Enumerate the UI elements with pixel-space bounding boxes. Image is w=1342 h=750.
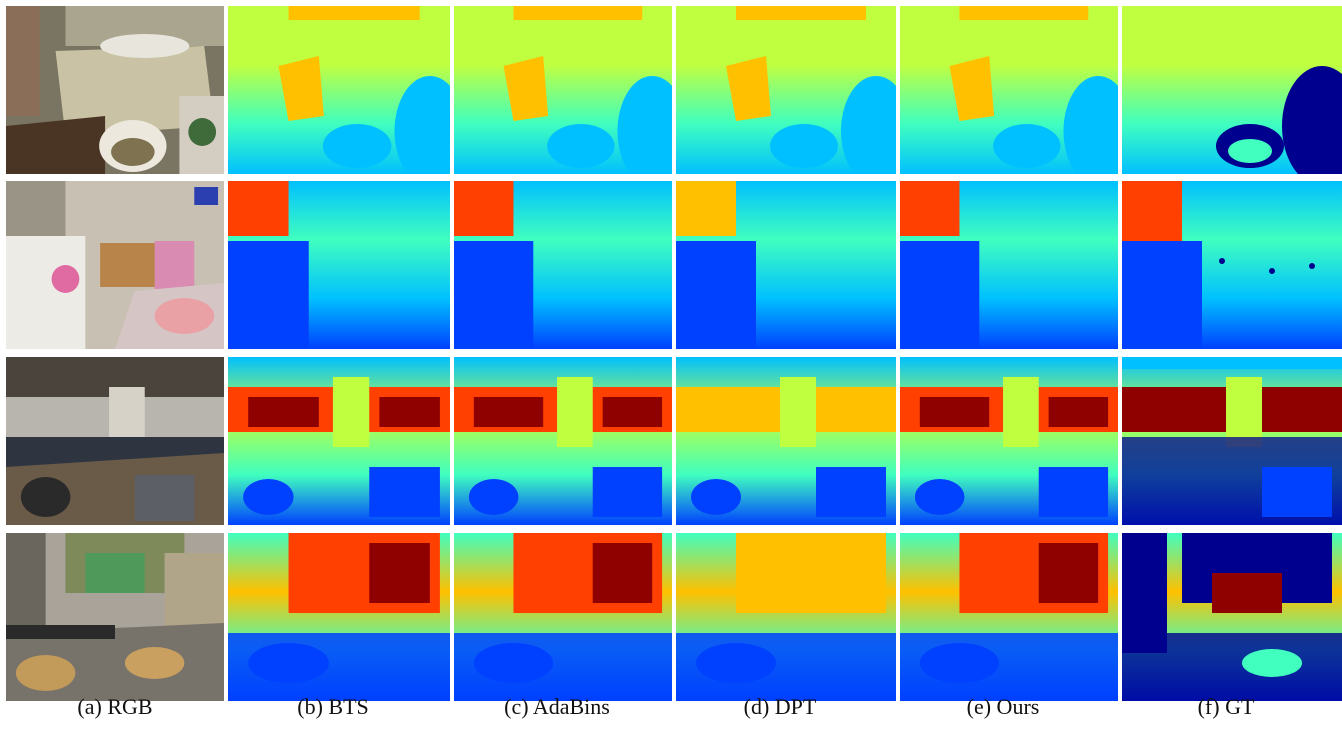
bts-depth-cafeteria xyxy=(228,533,450,701)
rgb-image-office xyxy=(6,357,224,525)
gt-depth-cafeteria xyxy=(1122,533,1342,701)
adabins-depth-office xyxy=(454,357,672,525)
dpt-depth-office xyxy=(676,357,896,525)
ours-depth-playroom xyxy=(900,181,1118,349)
gt-depth-office xyxy=(1122,357,1342,525)
figure-row-cafeteria xyxy=(6,533,1342,701)
ours-depth-bathroom xyxy=(900,6,1118,174)
rgb-image-bathroom xyxy=(6,6,224,174)
caption-ours: (e) Ours xyxy=(966,694,1040,719)
rgb-image-playroom xyxy=(6,181,224,349)
rgb-image-cafeteria xyxy=(6,533,224,701)
dpt-depth-bathroom xyxy=(676,6,896,174)
bts-depth-bathroom xyxy=(228,6,450,174)
adabins-depth-playroom xyxy=(454,181,672,349)
adabins-depth-cafeteria xyxy=(454,533,672,701)
dpt-depth-cafeteria xyxy=(676,533,896,701)
figure-row-playroom xyxy=(6,181,1342,349)
gt-depth-playroom xyxy=(1122,181,1342,349)
bts-depth-playroom xyxy=(228,181,450,349)
caption-adabins: (c) AdaBins xyxy=(504,694,610,719)
gt-depth-bathroom xyxy=(1122,6,1342,174)
figure-row-office xyxy=(6,357,1342,525)
ours-depth-cafeteria xyxy=(900,533,1118,701)
caption-gt: (f) GT xyxy=(1197,694,1255,719)
caption-bts: (b) BTS xyxy=(297,694,369,719)
caption-dpt: (d) DPT xyxy=(743,694,817,719)
adabins-depth-bathroom xyxy=(454,6,672,174)
ours-depth-office xyxy=(900,357,1118,525)
dpt-depth-playroom xyxy=(676,181,896,349)
figure-row-bathroom xyxy=(6,6,1342,174)
bts-depth-office xyxy=(228,357,450,525)
caption-rgb: (a) RGB xyxy=(77,694,153,719)
